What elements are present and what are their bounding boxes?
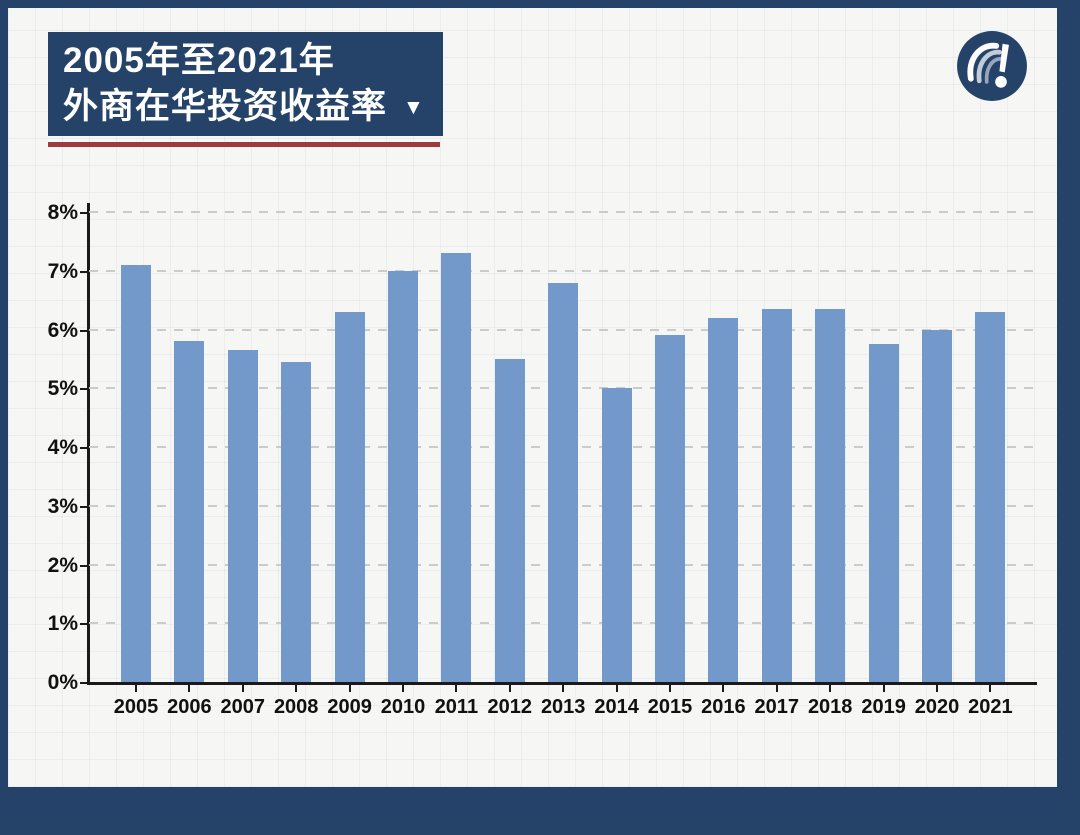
bar-2011 xyxy=(441,253,472,682)
y-axis-tick-3 xyxy=(80,505,87,508)
y-axis-label-6: 6% xyxy=(47,318,78,342)
x-axis-label-2011: 2011 xyxy=(434,696,479,718)
y-axis-label-7: 7% xyxy=(47,259,78,283)
x-axis-tick-2016 xyxy=(722,685,725,692)
bar-2019 xyxy=(868,344,899,682)
x-axis-tick-2007 xyxy=(241,685,244,692)
bar-2021 xyxy=(975,311,1006,682)
x-axis-tick-2014 xyxy=(615,685,618,692)
x-axis-tick-2015 xyxy=(669,685,671,692)
bar-2018 xyxy=(815,308,846,682)
dropdown-triangle-icon: ▼ xyxy=(403,96,424,119)
bar-2006 xyxy=(174,341,205,682)
y-axis-tick-6 xyxy=(80,329,87,332)
the-paper-news-logo-icon xyxy=(957,31,1027,101)
gridline-7pct xyxy=(89,269,1035,272)
bar-2012 xyxy=(494,358,525,682)
x-axis-tick-2019 xyxy=(882,685,885,692)
x-axis-tick-2010 xyxy=(402,685,404,692)
x-axis-label-2005: 2005 xyxy=(113,696,159,718)
y-axis-tick-2 xyxy=(80,564,87,567)
y-axis-tick-8 xyxy=(80,212,87,214)
y-axis-label-2: 2% xyxy=(47,553,78,577)
x-axis-tick-2011 xyxy=(455,685,458,692)
x-axis-tick-2006 xyxy=(188,685,191,692)
y-axis-tick-4 xyxy=(80,447,87,449)
bar-2009 xyxy=(334,311,365,682)
y-axis-label-1: 1% xyxy=(47,612,78,636)
y-axis-line xyxy=(87,203,90,685)
bar-2016 xyxy=(708,317,739,682)
x-axis-tick-2021 xyxy=(989,685,992,692)
y-axis-label-5: 5% xyxy=(47,377,78,401)
chart-title-line1: 2005年至2021年 xyxy=(63,41,335,80)
x-axis-label-2019: 2019 xyxy=(861,696,906,718)
x-axis-tick-2012 xyxy=(508,685,511,692)
gridline-8pct xyxy=(89,211,1035,213)
x-axis-tick-2008 xyxy=(295,685,298,692)
y-axis-tick-0 xyxy=(80,682,87,684)
x-axis-label-2018: 2018 xyxy=(807,696,853,718)
x-axis-label-2006: 2006 xyxy=(167,696,212,718)
chart-title-line2: 外商在华投资收益率 xyxy=(63,87,388,126)
x-axis-label-2016: 2016 xyxy=(701,696,746,718)
x-axis-label-2020: 2020 xyxy=(914,696,960,718)
x-axis-label-2007: 2007 xyxy=(220,696,266,718)
bar-2013 xyxy=(548,282,579,682)
x-axis-tick-2017 xyxy=(775,685,778,692)
x-axis-line xyxy=(87,682,1037,685)
x-axis-label-2013: 2013 xyxy=(540,696,586,718)
bar-2005 xyxy=(121,264,151,682)
bar-2008 xyxy=(281,361,312,682)
x-axis-tick-2009 xyxy=(348,685,351,692)
x-axis-label-2008: 2008 xyxy=(273,696,319,718)
x-axis-tick-2005 xyxy=(135,685,137,692)
x-axis-label-2021: 2021 xyxy=(968,696,1013,718)
y-axis-label-4: 4% xyxy=(47,436,78,459)
y-axis-tick-5 xyxy=(80,388,87,391)
bar-2014 xyxy=(601,388,632,682)
x-axis-label-2012: 2012 xyxy=(487,696,533,718)
y-axis-tick-7 xyxy=(80,270,87,273)
x-axis-tick-2020 xyxy=(936,685,938,692)
x-axis-label-2010: 2010 xyxy=(380,696,426,718)
x-axis-label-2017: 2017 xyxy=(754,696,800,718)
title-underline xyxy=(48,142,440,147)
bar-2020 xyxy=(922,329,952,682)
y-axis-label-3: 3% xyxy=(47,494,78,518)
bar-2015 xyxy=(655,335,685,682)
x-axis-label-2015: 2015 xyxy=(647,696,693,718)
x-axis-tick-2013 xyxy=(562,685,565,692)
y-axis-label-0: 0% xyxy=(47,671,78,694)
plot-area xyxy=(89,211,1035,682)
x-axis-label-2014: 2014 xyxy=(594,696,639,718)
y-axis-label-8: 8% xyxy=(47,201,78,224)
bar-2007 xyxy=(227,350,258,682)
x-axis-label-2009: 2009 xyxy=(327,696,372,718)
chart-title-box: 2005年至2021年 外商在华投资收益率 ▼ xyxy=(48,32,443,136)
bar-2017 xyxy=(761,308,792,682)
bar-2010 xyxy=(388,270,418,682)
y-axis-tick-1 xyxy=(80,623,87,626)
x-axis-tick-2018 xyxy=(829,685,832,692)
